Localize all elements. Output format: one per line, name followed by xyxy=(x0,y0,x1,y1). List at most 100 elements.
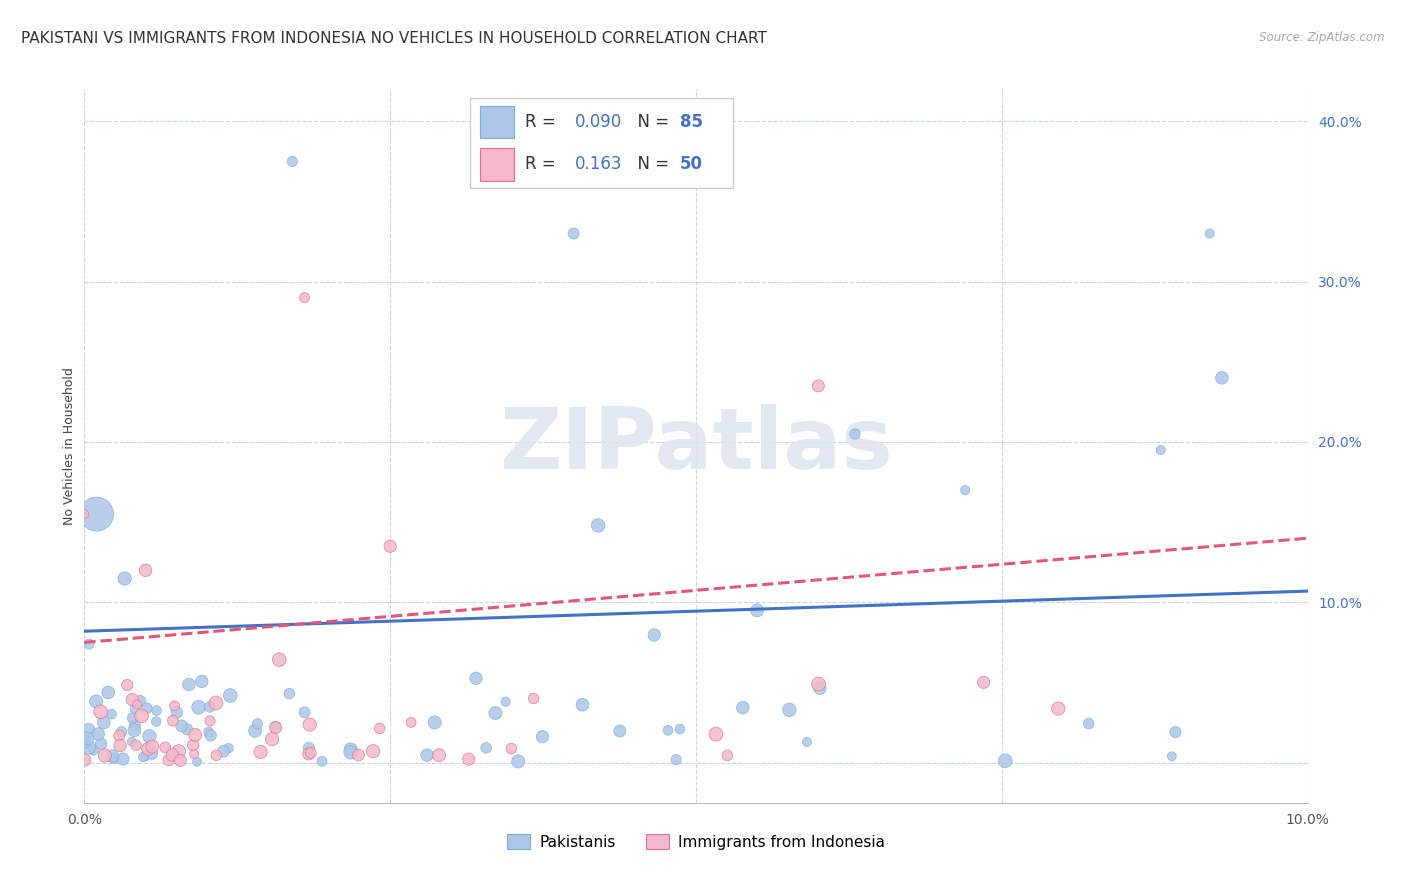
Point xyxy=(77,740,100,755)
Point xyxy=(198,714,221,728)
Point xyxy=(97,685,120,699)
Point xyxy=(994,754,1017,768)
Point xyxy=(162,747,184,762)
Point xyxy=(260,732,283,747)
Point xyxy=(731,700,754,714)
Point xyxy=(747,603,769,617)
Point xyxy=(157,753,180,767)
Point xyxy=(294,706,316,720)
Point xyxy=(281,154,304,169)
Point xyxy=(145,704,167,718)
Point xyxy=(416,748,439,763)
Point xyxy=(643,628,665,642)
Point xyxy=(86,507,108,521)
Point xyxy=(380,539,402,553)
Point xyxy=(187,700,209,714)
Point xyxy=(844,427,866,442)
Point xyxy=(669,722,692,736)
Point xyxy=(508,755,530,769)
Point xyxy=(90,737,112,751)
Text: Source: ZipAtlas.com: Source: ZipAtlas.com xyxy=(1260,31,1385,45)
Point xyxy=(73,507,96,521)
Point xyxy=(82,743,104,757)
Point xyxy=(218,741,240,756)
Point xyxy=(125,738,148,752)
Point xyxy=(311,754,333,768)
Point xyxy=(1077,716,1099,731)
Point xyxy=(131,709,153,723)
Point xyxy=(562,227,585,241)
Point xyxy=(1047,701,1070,715)
Point xyxy=(110,724,132,739)
Point xyxy=(298,747,321,761)
Point xyxy=(495,695,517,709)
Point xyxy=(347,747,370,762)
Point xyxy=(243,723,266,738)
Point xyxy=(278,687,301,701)
Point xyxy=(523,691,546,706)
Point xyxy=(484,706,506,720)
Point xyxy=(177,677,200,691)
Point xyxy=(953,483,976,497)
Point xyxy=(101,749,124,764)
Point xyxy=(94,748,117,763)
Point xyxy=(298,717,321,731)
Point xyxy=(531,730,554,744)
Point xyxy=(135,563,157,577)
Y-axis label: No Vehicles in Household: No Vehicles in Household xyxy=(63,368,76,524)
Point xyxy=(76,731,98,746)
Point xyxy=(141,747,163,761)
Point xyxy=(181,738,204,752)
Point xyxy=(339,742,361,756)
Point xyxy=(609,723,631,738)
Point xyxy=(162,714,184,728)
Point xyxy=(84,694,107,708)
Point xyxy=(167,744,190,758)
Point xyxy=(778,703,800,717)
Point xyxy=(111,752,134,766)
Point xyxy=(465,671,488,685)
Point xyxy=(103,751,125,765)
Point xyxy=(184,728,207,742)
Point xyxy=(121,711,143,725)
Text: PAKISTANI VS IMMIGRANTS FROM INDONESIA NO VEHICLES IN HOUSEHOLD CORRELATION CHAR: PAKISTANI VS IMMIGRANTS FROM INDONESIA N… xyxy=(21,31,766,46)
Point xyxy=(399,715,422,730)
Point xyxy=(197,725,219,739)
Point xyxy=(114,572,136,586)
Point xyxy=(163,698,186,713)
Point xyxy=(124,718,146,732)
Point xyxy=(796,735,818,749)
Point xyxy=(176,723,198,737)
Point xyxy=(457,752,479,766)
Point xyxy=(124,702,146,716)
Point xyxy=(212,744,235,758)
Point xyxy=(807,379,830,393)
Point xyxy=(191,674,214,689)
Point xyxy=(108,729,131,743)
Point xyxy=(973,675,995,690)
Point xyxy=(246,716,269,731)
Point xyxy=(1150,442,1173,457)
Point xyxy=(586,518,609,533)
Point xyxy=(571,698,593,712)
Point xyxy=(716,748,738,763)
Point xyxy=(501,741,523,756)
Point xyxy=(807,677,830,691)
Point xyxy=(132,750,155,764)
Point xyxy=(475,740,498,755)
Point xyxy=(423,715,446,730)
Point xyxy=(249,745,271,759)
Point xyxy=(169,753,191,767)
Point xyxy=(1164,725,1187,739)
Point xyxy=(200,728,222,742)
Point xyxy=(808,681,831,696)
Point xyxy=(269,653,291,667)
Point xyxy=(1211,371,1233,385)
Point xyxy=(205,696,228,710)
Point xyxy=(73,753,96,767)
Text: ZIPatlas: ZIPatlas xyxy=(499,404,893,488)
Point xyxy=(124,723,146,738)
Point xyxy=(339,745,361,759)
Point xyxy=(121,735,143,749)
Point xyxy=(264,721,287,735)
